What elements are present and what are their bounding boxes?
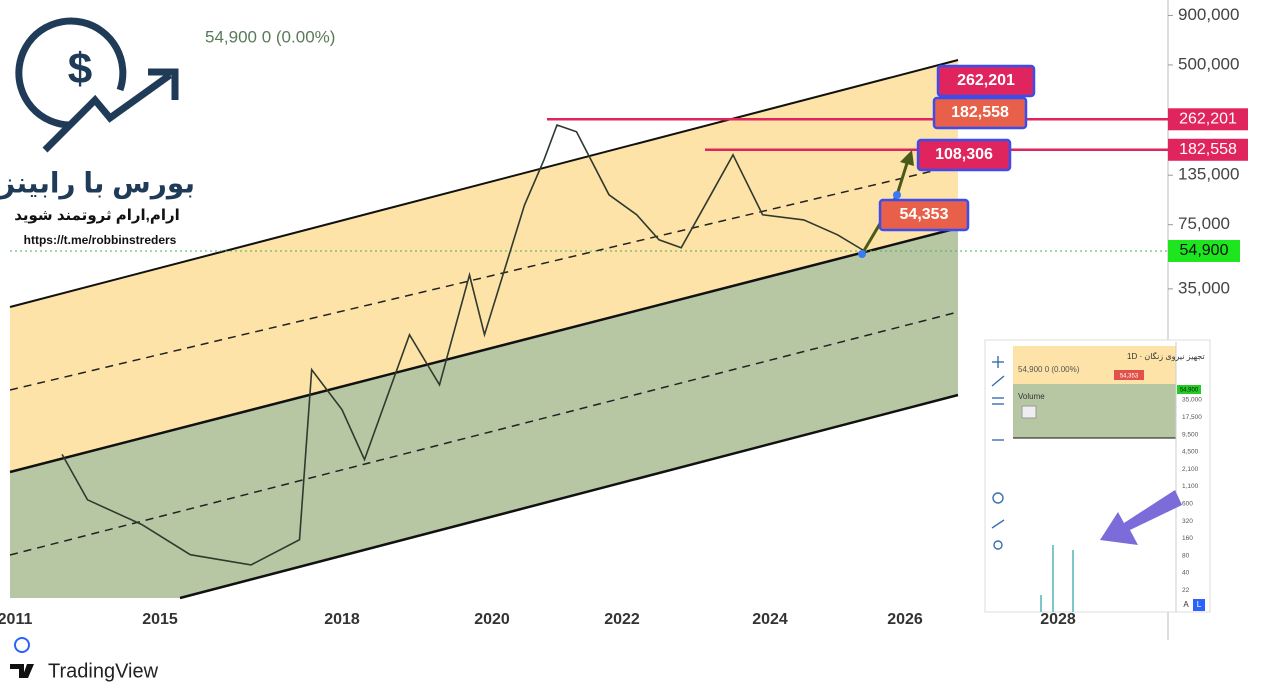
x-tick-label: 2015 bbox=[142, 611, 178, 628]
target-box bbox=[916, 138, 1012, 172]
y-tick-label: 500,000 bbox=[1178, 54, 1239, 73]
inset-tick-label: 1,100 bbox=[1182, 483, 1199, 490]
level-label: 262,201 bbox=[1179, 111, 1237, 128]
inset-axis: 35,000 17,500 9,500 4,500 2,100 1,100 600 320 16… bbox=[1182, 397, 1202, 594]
target-box bbox=[878, 198, 970, 232]
channel-lower bbox=[10, 228, 958, 598]
x-tick-label: 2024 bbox=[752, 611, 788, 628]
target-label: 108,306 bbox=[935, 146, 993, 163]
inset-tick-label: 2,100 bbox=[1182, 466, 1199, 473]
inset-title: تجهیز نیروی زنگان · 1D bbox=[1127, 351, 1205, 361]
inset-tick-label: 80 bbox=[1182, 552, 1190, 559]
last-price-tag bbox=[1168, 239, 1240, 262]
inset-price: 54,900 bbox=[1180, 388, 1199, 394]
logo-subtitle: ارام,ارام ثروتمند شوید bbox=[14, 207, 180, 224]
channel-line bbox=[9, 226, 959, 474]
pin-icon bbox=[14, 637, 30, 653]
inset-tick-label: 600 bbox=[1182, 501, 1193, 508]
y-tick-label: 135,000 bbox=[1178, 165, 1239, 184]
channel-line bbox=[179, 393, 959, 600]
channel-mid bbox=[9, 311, 959, 556]
price-line bbox=[61, 123, 865, 566]
target-label: 54,353 bbox=[900, 206, 949, 223]
quote: 54,900 0 (0.00%) bbox=[205, 27, 335, 46]
inset-callout: 54,353 bbox=[1120, 374, 1139, 380]
projection-head bbox=[900, 150, 914, 166]
y-tick-label: 35,000 bbox=[1178, 278, 1230, 297]
y-tick-label: 75,000 bbox=[1178, 214, 1230, 233]
inset-volume: Volume bbox=[1018, 392, 1045, 401]
x-tick-label: 2026 bbox=[887, 611, 923, 628]
level-tag bbox=[1168, 108, 1248, 131]
inset-button[interactable]: A bbox=[1183, 600, 1189, 609]
channel-line bbox=[9, 59, 959, 308]
level-label: 182,558 bbox=[1179, 141, 1237, 158]
target-label: 182,558 bbox=[951, 104, 1009, 121]
inset: تجهیز نیروی زنگان · 1D 54,900 0 (0.00%) … bbox=[984, 339, 1211, 613]
x-tick-label: 2022 bbox=[604, 611, 640, 628]
channel-upper bbox=[10, 60, 958, 472]
inset-tick-label: 4,500 bbox=[1182, 449, 1199, 456]
inset-tick-label: 320 bbox=[1182, 518, 1193, 525]
x-tick-label: 2018 bbox=[324, 611, 360, 628]
anchor-dot bbox=[858, 250, 866, 258]
x-tick-label: 2011 bbox=[0, 611, 32, 628]
logo-title: بورس با رابینز bbox=[0, 167, 195, 199]
inset-tick-label: 40 bbox=[1182, 570, 1190, 577]
logo-symbol: $ bbox=[68, 45, 92, 94]
target-box bbox=[932, 96, 1028, 130]
inset-tick-label: 160 bbox=[1182, 535, 1193, 542]
anchor-dot bbox=[893, 191, 901, 199]
target-box bbox=[936, 64, 1036, 98]
inset-tick-label: 17,500 bbox=[1182, 414, 1202, 421]
inset-quote: 54,900 0 (0.00%) bbox=[1018, 365, 1080, 374]
x-tick-label: 2028 bbox=[1040, 611, 1076, 628]
x-tick-label: 2020 bbox=[474, 611, 510, 628]
logo-url: https://t.me/robbinstreders bbox=[24, 233, 177, 247]
level-tag bbox=[1168, 138, 1248, 161]
brand: TradingView bbox=[48, 660, 159, 682]
last-price-label: 54,900 bbox=[1180, 242, 1229, 259]
inset-button[interactable]: L bbox=[1197, 600, 1202, 609]
y-tick-label: 900,000 bbox=[1178, 5, 1239, 24]
inset-tick-label: 9,500 bbox=[1182, 431, 1199, 438]
inset-tick-label: 35,000 bbox=[1182, 397, 1202, 404]
tv-logo bbox=[10, 664, 34, 678]
logo bbox=[15, 17, 179, 153]
target-label: 262,201 bbox=[957, 72, 1015, 89]
inset-tick-label: 22 bbox=[1182, 587, 1190, 594]
